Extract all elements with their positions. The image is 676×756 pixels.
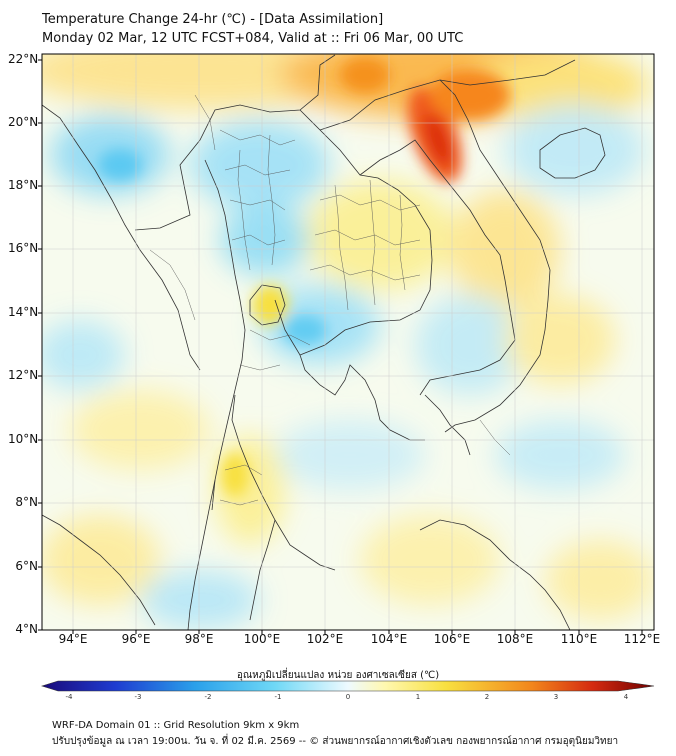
lon-tick: 98°E [184,632,214,646]
map-frame [41,53,655,631]
lat-tick: 6°N [15,559,38,573]
colorbar-tick: -4 [65,693,73,701]
lon-tick: 110°E [560,632,598,646]
footer-credit: ปรับปรุงข้อมูล ณ เวลา 19:00น. วัน จ. ที่… [52,736,619,747]
lat-tick: 20°N [8,115,39,129]
lat-tick: 10°N [8,432,39,446]
country-borders [42,54,606,630]
temperature-field [42,54,654,630]
lon-tick: 106°E [433,632,471,646]
lon-tick: 102°E [306,632,344,646]
lon-tick: 94°E [58,632,88,646]
province-borders [149,94,511,506]
colorbar-label: อุณหภูมิเปลี่ยนแปลง หน่วย องศาเซลเซียส (… [236,670,440,681]
axis-ticks [38,59,643,634]
colorbar [40,680,655,692]
lat-tick: 14°N [8,305,39,319]
lat-tick: 12°N [8,368,39,382]
lat-tick: 16°N [8,241,39,255]
lon-tick: 108°E [496,632,534,646]
lat-tick: 8°N [15,495,38,509]
lon-tick: 112°E [623,632,661,646]
lon-tick: 104°E [370,632,408,646]
footer-model-info: WRF-DA Domain 01 :: Grid Resolution 9km … [52,720,300,731]
colorbar-tick: 3 [553,693,559,701]
colorbar-tick: -3 [134,693,142,701]
colorbar-tick: -1 [274,693,282,701]
colorbar-tick: 2 [484,693,490,701]
map-subtitle: Monday 02 Mar, 12 UTC FCST+084, Valid at… [42,31,464,46]
lon-tick: 100°E [243,632,281,646]
colorbar-tick: 1 [415,693,421,701]
lat-tick: 4°N [15,622,38,636]
lat-tick: 18°N [8,178,39,192]
colorbar-tick: 0 [345,693,351,701]
lat-tick: 22°N [8,52,39,66]
graticule [42,54,654,630]
map-title: Temperature Change 24-hr (℃) - [Data Ass… [42,12,384,27]
colorbar-tick: -2 [204,693,212,701]
colorbar-tick: 4 [623,693,629,701]
lon-tick: 96°E [121,632,151,646]
